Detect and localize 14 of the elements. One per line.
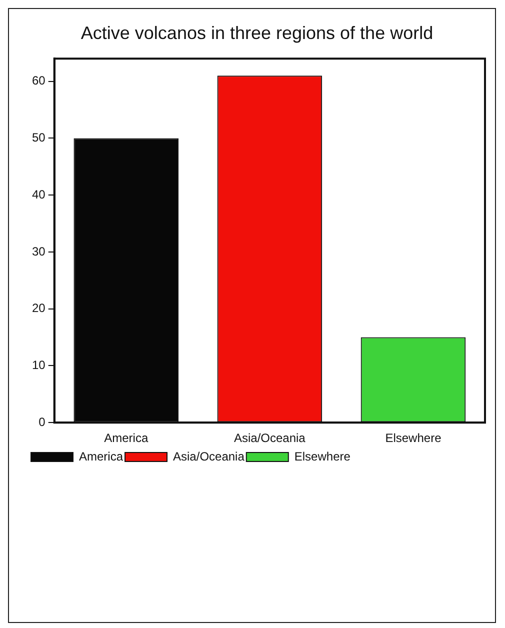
y-tick-label: 50 [32, 130, 46, 145]
y-tick-label: 40 [32, 187, 46, 202]
legend-label: America [79, 449, 124, 464]
legend-label: Asia/Oceania [173, 449, 245, 464]
y-tick-label: 60 [32, 74, 46, 88]
chart-title: Active volcanos in three regions of the world [80, 22, 434, 43]
x-tick-label: America [104, 431, 148, 446]
legend-label: Elsewhere [294, 449, 351, 464]
x-tick-label: Elsewhere [385, 431, 442, 446]
x-tick-label: Asia/Oceania [234, 431, 306, 446]
y-tick-label: 30 [32, 244, 46, 258]
y-tick-label: 10 [32, 358, 46, 372]
y-tick-label: 0 [38, 414, 46, 429]
y-tick-label: 20 [32, 301, 46, 316]
